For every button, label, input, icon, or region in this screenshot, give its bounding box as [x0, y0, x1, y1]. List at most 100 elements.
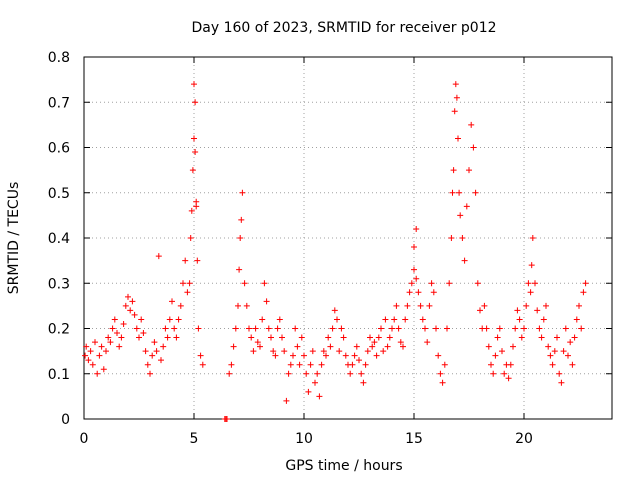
data-point	[492, 352, 499, 359]
data-point	[463, 203, 470, 210]
data-point	[192, 149, 199, 156]
data-point	[327, 343, 334, 350]
data-point	[356, 357, 362, 364]
data-point	[444, 325, 450, 332]
data-point	[525, 280, 532, 287]
data-point	[360, 379, 367, 386]
data-point	[238, 216, 245, 223]
y-tick-label: 0.2	[48, 322, 70, 338]
data-point	[162, 325, 169, 332]
data-point	[472, 189, 479, 196]
data-point	[554, 334, 560, 341]
data-point	[415, 289, 422, 296]
y-tick-label: 0	[61, 412, 70, 428]
data-point	[391, 316, 398, 323]
data-point	[538, 334, 545, 341]
data-point	[364, 348, 371, 355]
data-point	[248, 334, 255, 341]
data-point	[151, 339, 158, 346]
data-point	[474, 280, 481, 287]
data-point	[510, 343, 516, 350]
data-point	[470, 144, 477, 151]
data-point	[254, 339, 261, 346]
data-point	[224, 416, 230, 422]
data-point	[406, 289, 413, 296]
data-point	[114, 330, 120, 337]
data-point	[118, 334, 125, 341]
axis-ticks	[83, 56, 612, 420]
data-point	[461, 257, 468, 264]
data-point	[485, 343, 492, 350]
data-point	[149, 352, 156, 359]
data-point	[490, 370, 497, 377]
data-point	[142, 348, 149, 355]
data-point	[499, 348, 505, 355]
data-point	[453, 94, 460, 101]
data-point	[573, 316, 580, 323]
data-point	[261, 280, 268, 287]
data-point	[395, 325, 402, 332]
y-axis-label: SRMTID / TECUs	[6, 182, 22, 295]
data-point	[107, 339, 114, 346]
data-point	[562, 325, 569, 332]
data-point	[411, 266, 417, 273]
data-point	[274, 325, 281, 332]
data-point	[158, 357, 164, 364]
data-point	[565, 352, 571, 359]
data-point	[373, 352, 380, 359]
data-point	[430, 289, 437, 296]
data-point	[558, 379, 565, 386]
data-point	[103, 348, 109, 355]
data-point	[536, 325, 543, 332]
data-point	[389, 325, 395, 332]
data-point	[386, 334, 393, 341]
data-point	[523, 302, 530, 309]
data-point	[237, 235, 244, 241]
data-point	[309, 348, 316, 355]
data-point	[100, 366, 107, 373]
data-point	[382, 316, 389, 323]
data-point	[314, 370, 321, 377]
data-point	[85, 357, 92, 364]
data-point	[342, 352, 349, 359]
data-point	[122, 302, 129, 309]
data-point	[543, 302, 549, 309]
data-point	[281, 348, 288, 355]
chart-title: Day 160 of 2023, SRMTID for receiver p01…	[191, 20, 496, 36]
data-point	[404, 302, 411, 309]
data-point	[521, 325, 527, 332]
data-point	[547, 352, 554, 359]
data-point	[505, 375, 512, 382]
data-point	[450, 167, 457, 174]
data-point	[456, 189, 463, 196]
y-tick-label: 0.6	[48, 141, 70, 157]
data-point	[494, 334, 501, 341]
y-tick-label: 0.3	[48, 276, 70, 292]
data-point	[105, 334, 112, 341]
data-point	[528, 262, 535, 269]
data-point	[369, 343, 376, 350]
data-point	[193, 198, 200, 205]
data-point	[287, 361, 294, 368]
data-point	[569, 361, 576, 368]
data-point	[155, 253, 162, 260]
data-point	[98, 343, 105, 350]
data-point	[89, 361, 96, 368]
data-point	[433, 325, 439, 332]
data-point	[192, 99, 199, 106]
data-point	[331, 307, 338, 314]
data-point	[435, 352, 442, 359]
data-point	[228, 361, 235, 368]
data-point	[197, 352, 204, 359]
data-point	[448, 235, 455, 241]
x-tick-label: 15	[405, 431, 423, 447]
data-point	[334, 316, 340, 323]
data-point	[419, 316, 426, 323]
data-point	[446, 280, 453, 287]
data-point	[294, 343, 301, 350]
data-point	[188, 207, 195, 214]
data-point	[358, 370, 365, 377]
data-point	[402, 316, 409, 323]
data-point	[380, 348, 387, 355]
data-point	[191, 81, 197, 88]
